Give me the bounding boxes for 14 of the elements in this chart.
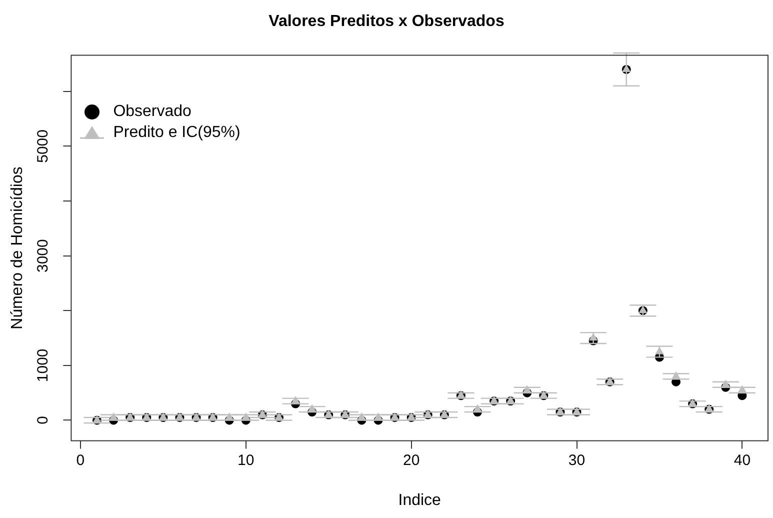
y-tick-label: 1000	[34, 348, 52, 382]
y-tick-label: 3000	[34, 239, 52, 272]
y-tick-label: 0	[34, 416, 52, 424]
legend-label: Predito e IC(95%)	[113, 124, 240, 142]
x-tick-label: 20	[402, 452, 420, 469]
x-axis-title: Indice	[398, 492, 442, 509]
x-tick-label: 30	[568, 452, 586, 469]
x-tick-label: 40	[734, 452, 751, 469]
y-axis-title: Número de Homicídios	[9, 166, 26, 330]
legend-label: Observado	[113, 102, 192, 121]
chart-title: Valores Preditos x Observados	[268, 13, 504, 30]
x-tick-label: 10	[238, 452, 254, 469]
y-tick-label: 5000	[34, 130, 52, 163]
x-tick-label: 0	[76, 452, 85, 469]
